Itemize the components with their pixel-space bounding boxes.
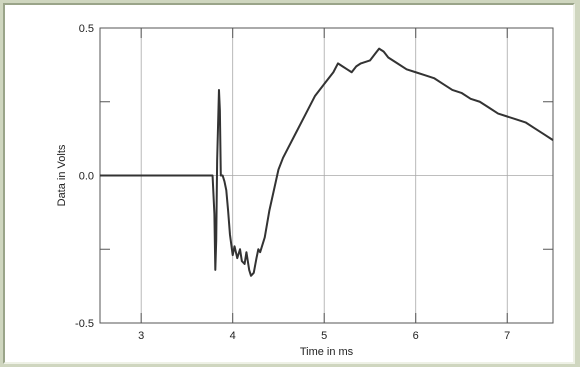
x-axis-title: Time in ms (300, 346, 354, 358)
y-tick-label: -0.5 (75, 318, 94, 330)
x-tick-label: 5 (321, 330, 327, 342)
y-tick-labels: 0.5 0.0 -0.5 (75, 23, 94, 330)
y-tick-label: 0.0 (79, 171, 94, 183)
tick-marks (100, 28, 553, 323)
x-tick-labels: 3 4 5 6 7 (138, 330, 510, 342)
y-tick-label: 0.5 (79, 23, 94, 35)
x-tick-label: 6 (413, 330, 419, 342)
series-line (100, 47, 554, 277)
y-axis-title: Data in Volts (56, 144, 68, 206)
x-tick-label: 4 (230, 330, 236, 342)
x-tick-label: 7 (504, 330, 510, 342)
series-layer (100, 47, 554, 277)
chart-frame: 0.5 0.0 -0.5 3 4 5 6 7 Time in ms Data in Volt… (3, 3, 575, 364)
x-tick-label: 3 (138, 330, 144, 342)
line-chart: 0.5 0.0 -0.5 3 4 5 6 7 Time in ms Data in Volt… (56, 23, 554, 358)
